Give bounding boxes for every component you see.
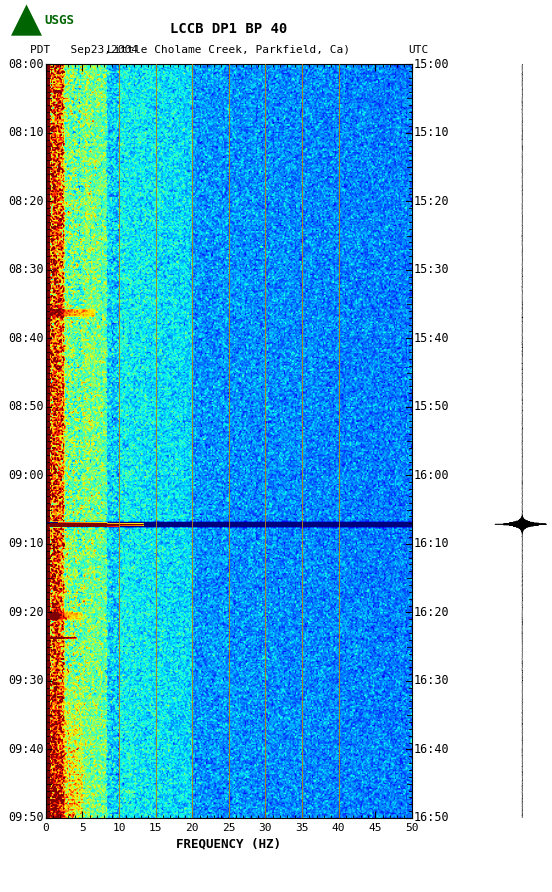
Text: Little Cholame Creek, Parkfield, Ca): Little Cholame Creek, Parkfield, Ca) [107,45,351,54]
Text: 15:20: 15:20 [413,194,449,208]
Text: 09:10: 09:10 [8,537,44,550]
Polygon shape [11,4,42,36]
Text: 09:00: 09:00 [8,469,44,482]
Text: 08:30: 08:30 [8,263,44,277]
Text: 16:10: 16:10 [413,537,449,550]
Text: 08:50: 08:50 [8,401,44,413]
Text: 09:50: 09:50 [8,812,44,824]
Text: 16:50: 16:50 [413,812,449,824]
Text: 16:20: 16:20 [413,606,449,619]
Text: 15:10: 15:10 [413,127,449,139]
Text: LCCB DP1 BP 40: LCCB DP1 BP 40 [170,21,288,36]
Text: 09:30: 09:30 [8,674,44,688]
Text: 15:00: 15:00 [413,58,449,70]
Text: 09:20: 09:20 [8,606,44,619]
Text: 09:40: 09:40 [8,743,44,756]
X-axis label: FREQUENCY (HZ): FREQUENCY (HZ) [176,837,282,850]
Text: PDT   Sep23,2004: PDT Sep23,2004 [30,45,139,54]
Text: 08:10: 08:10 [8,127,44,139]
Text: UTC: UTC [408,45,429,54]
Text: 08:20: 08:20 [8,194,44,208]
Text: 15:30: 15:30 [413,263,449,277]
Text: USGS: USGS [44,13,74,27]
Text: 08:00: 08:00 [8,58,44,70]
Text: 08:40: 08:40 [8,332,44,345]
Text: 15:40: 15:40 [413,332,449,345]
Text: 15:50: 15:50 [413,401,449,413]
Text: 16:30: 16:30 [413,674,449,688]
Text: 16:00: 16:00 [413,469,449,482]
Text: 16:40: 16:40 [413,743,449,756]
